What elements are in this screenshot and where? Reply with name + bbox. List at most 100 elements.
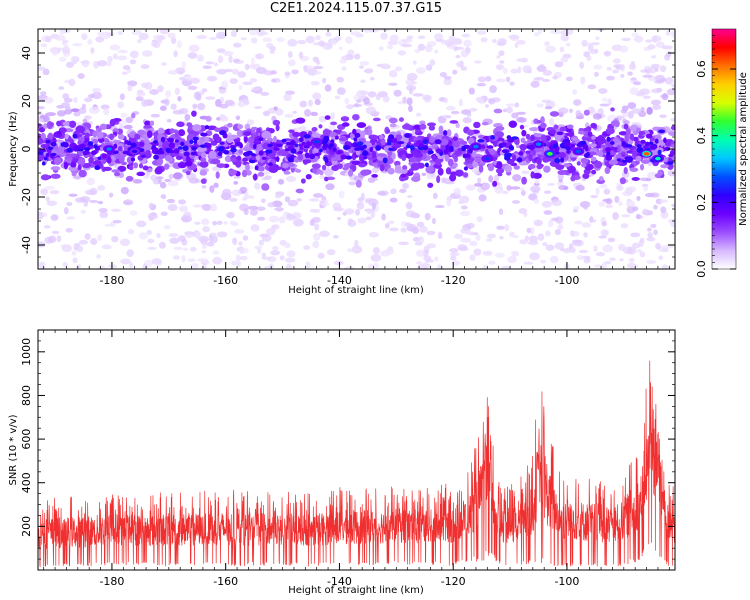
spectrogram-cell: [38, 106, 45, 110]
spectrogram-cell: [454, 169, 464, 177]
spectrogram-cell: [178, 205, 188, 212]
spectrogram-cell: [605, 155, 613, 161]
spectrogram-cell: [523, 261, 534, 265]
spectrogram-cell: [508, 145, 514, 151]
spectrogram-cell: [230, 147, 237, 153]
spectrogram-cell: [304, 152, 310, 159]
spectrogram-cell: [84, 115, 93, 120]
spectrogram-cell: [465, 184, 476, 191]
spectrogram-cell: [413, 152, 424, 158]
spectrogram-cell: [533, 198, 539, 204]
spectrogram-cell: [348, 169, 354, 177]
spectrogram-cell: [400, 173, 407, 178]
spectrogram-cell: [146, 130, 153, 139]
spectrogram-cell: [45, 152, 50, 158]
spectrogram-cell: [605, 146, 612, 153]
spectrogram-cell: [295, 169, 302, 173]
x-tick-label: -140: [327, 575, 352, 588]
spectrogram-cell: [63, 161, 69, 170]
spectrogram-cell: [250, 57, 256, 65]
spectrogram-cell: [590, 156, 597, 162]
spectrogram-cell: [261, 234, 272, 242]
spectrogram-cell: [595, 252, 605, 257]
spectrogram-cell: [206, 75, 218, 82]
spectrogram-cell: [184, 113, 191, 121]
spectrogram-cell: [38, 66, 46, 71]
spectrogram-cell: [506, 103, 516, 107]
spectrogram-cell: [187, 85, 198, 90]
spectrogram-cell: [599, 103, 610, 107]
spectrogram-cell: [101, 159, 107, 165]
spectrogram-cell: [606, 66, 612, 71]
spectrogram-cell: [77, 158, 86, 166]
spectrogram-cell: [452, 136, 458, 141]
spectrogram-cell: [393, 89, 402, 97]
spectrogram-cell: [371, 167, 380, 174]
spectrogram-cell: [110, 208, 122, 213]
spectrogram-cell: [233, 175, 241, 179]
spectrogram-cell: [452, 69, 458, 75]
spectrogram-x-axis-label: Height of straight line (km): [288, 285, 424, 296]
spectrogram-cell: [344, 266, 355, 269]
spectrogram-cell: [70, 56, 80, 63]
spectrogram-cell: [547, 182, 556, 186]
spectrogram-cell: [646, 260, 657, 264]
spectrogram-cell: [425, 259, 434, 263]
spectrogram-cell: [63, 142, 69, 148]
spectrogram-cell: [484, 104, 489, 108]
spectrogram-cell: [444, 39, 454, 47]
spectrogram-cell: [284, 257, 296, 263]
spectrogram-cell: [609, 257, 616, 261]
y-tick-label: 20: [20, 94, 33, 108]
spectrogram-cell: [531, 149, 536, 156]
spectrogram-cell: [642, 208, 649, 215]
spectrogram-cell: [536, 164, 543, 170]
spectrogram-cell: [46, 200, 58, 207]
spectrogram-cell: [650, 55, 657, 59]
spectrogram-cell: [453, 188, 461, 196]
spectrogram-cell: [49, 46, 60, 54]
spectrogram-cell: [56, 120, 62, 127]
spectrogram-cell: [488, 98, 496, 105]
spectrogram-cell: [591, 135, 596, 140]
spectrogram-cell: [336, 87, 346, 95]
spectrogram-cell: [50, 173, 61, 179]
spectrogram-cell: [583, 232, 588, 238]
spectrogram-cell: [283, 93, 292, 102]
spectrogram-cell: [202, 265, 207, 269]
spectrogram-cell: [477, 177, 482, 184]
spectrogram-cell: [576, 143, 583, 147]
spectrogram-cell: [285, 141, 292, 146]
spectrogram-cell: [138, 163, 144, 169]
spectrogram-cell: [97, 60, 108, 67]
spectrogram-cell: [494, 130, 505, 138]
spectrogram-cell: [319, 230, 330, 237]
spectrogram-cell: [169, 237, 180, 244]
spectrogram-cell: [371, 202, 377, 210]
spectrogram-cell: [238, 241, 243, 246]
spectrogram-cell: [254, 105, 263, 110]
spectrogram-cell: [261, 252, 266, 258]
spectrogram-cell: [638, 131, 646, 136]
spectrogram-cell: [83, 152, 87, 156]
spectrogram-cell: [315, 35, 321, 41]
spectrogram-cell: [434, 256, 439, 262]
spectrogram-cell: [468, 87, 475, 95]
spectrogram-cell: [151, 39, 158, 48]
spectrogram-cell: [257, 171, 265, 177]
spectrogram-cell: [554, 229, 561, 235]
spectrogram-cell: [377, 191, 386, 196]
spectrogram-cell: [38, 153, 45, 161]
spectrogram-cell: [56, 147, 64, 156]
spectrogram-cell: [163, 224, 171, 230]
spectrogram-cell: [424, 162, 429, 168]
spectrogram-cell: [160, 62, 167, 66]
spectrogram-cell: [40, 174, 50, 181]
spectrogram-cell: [530, 134, 535, 142]
spectrogram-cell: [368, 231, 380, 238]
spectrogram-cell: [570, 175, 576, 182]
spectrogram-cell: [427, 182, 434, 188]
spectrogram-cell: [249, 77, 258, 83]
spectrogram-cell: [311, 126, 318, 132]
spectrogram-cell: [654, 134, 662, 141]
